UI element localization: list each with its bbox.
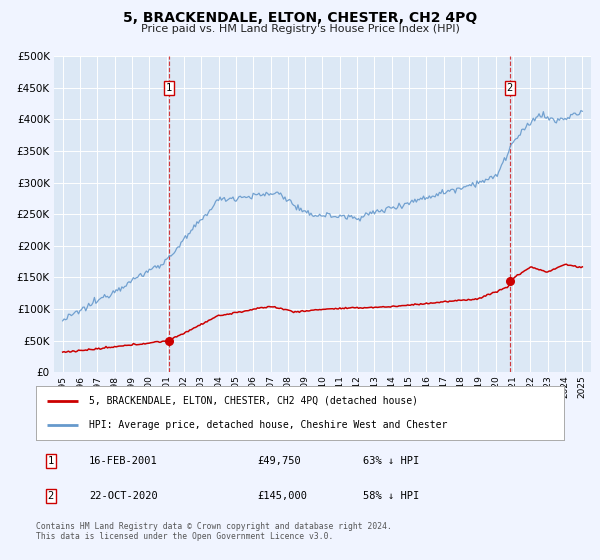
Text: 1: 1 bbox=[166, 83, 172, 92]
Text: £49,750: £49,750 bbox=[258, 456, 302, 466]
Text: 22-OCT-2020: 22-OCT-2020 bbox=[89, 491, 158, 501]
Text: 2: 2 bbox=[47, 491, 54, 501]
Text: 63% ↓ HPI: 63% ↓ HPI bbox=[364, 456, 419, 466]
Text: £145,000: £145,000 bbox=[258, 491, 308, 501]
Text: 1: 1 bbox=[47, 456, 54, 466]
Text: 16-FEB-2001: 16-FEB-2001 bbox=[89, 456, 158, 466]
Text: 2: 2 bbox=[506, 83, 513, 92]
Text: 5, BRACKENDALE, ELTON, CHESTER, CH2 4PQ (detached house): 5, BRACKENDALE, ELTON, CHESTER, CH2 4PQ … bbox=[89, 396, 418, 406]
Text: HPI: Average price, detached house, Cheshire West and Chester: HPI: Average price, detached house, Ches… bbox=[89, 420, 447, 430]
Text: Contains HM Land Registry data © Crown copyright and database right 2024.
This d: Contains HM Land Registry data © Crown c… bbox=[36, 522, 392, 542]
Text: Price paid vs. HM Land Registry's House Price Index (HPI): Price paid vs. HM Land Registry's House … bbox=[140, 24, 460, 34]
Text: 5, BRACKENDALE, ELTON, CHESTER, CH2 4PQ: 5, BRACKENDALE, ELTON, CHESTER, CH2 4PQ bbox=[123, 11, 477, 25]
Text: 58% ↓ HPI: 58% ↓ HPI bbox=[364, 491, 419, 501]
